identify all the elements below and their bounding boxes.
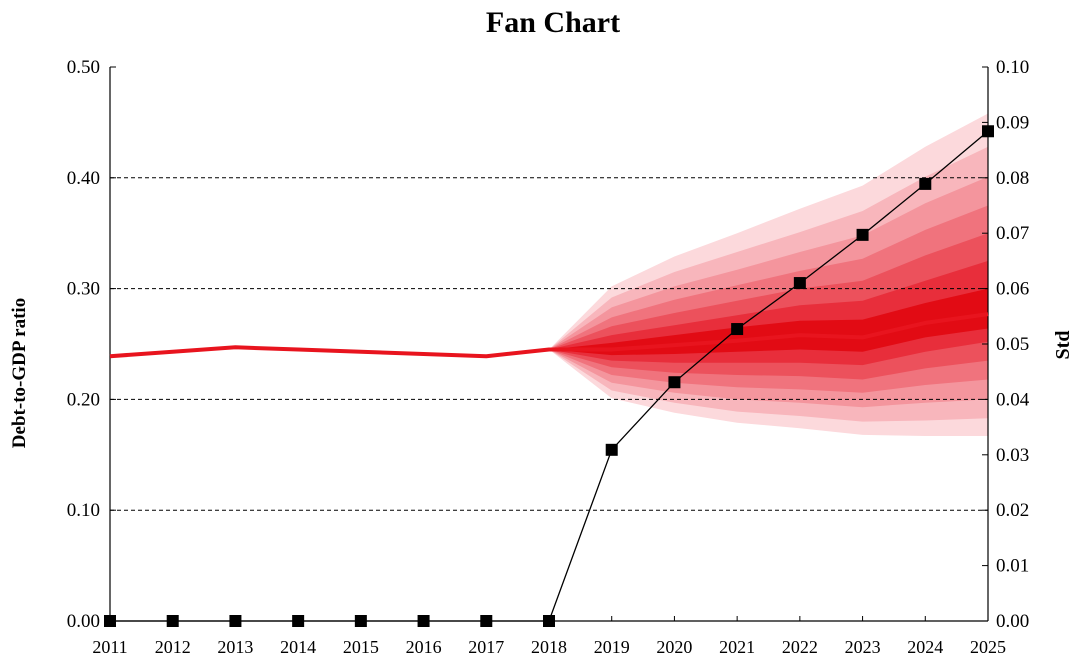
tick-labels: 0.00 0.10 0.20 0.30 0.40 0.50 0.00 0.01 0.02 0.03… [67, 57, 1030, 657]
y-right-tick-label: 0.08 [996, 168, 1029, 189]
x-tick-label: 2020 [656, 637, 692, 657]
y-tick-label: 0.10 [67, 500, 100, 521]
std-marker [229, 615, 242, 627]
y-axis-right-label: Std [1052, 331, 1074, 360]
std-marker [543, 615, 555, 627]
y-right-tick-label: 0.05 [996, 334, 1029, 355]
x-tick-label: 2024 [907, 637, 943, 657]
y-right-tick-label: 0.04 [996, 389, 1030, 410]
x-tick-label: 2025 [970, 637, 1006, 657]
y-right-tick-label: 0.03 [996, 445, 1029, 466]
fan-bands [549, 113, 988, 436]
y-right-tick-label: 0.02 [996, 500, 1029, 521]
x-tick-label: 2023 [845, 637, 881, 657]
y-tick-label: 0.20 [67, 389, 100, 410]
x-tick-label: 2015 [343, 637, 379, 657]
std-marker [104, 615, 116, 627]
series-lines [104, 125, 994, 627]
y-right-tick-label: 0.07 [996, 223, 1029, 244]
x-tick-label: 2014 [280, 637, 316, 657]
x-tick-label: 2019 [594, 637, 630, 657]
fan-band-7 [549, 288, 988, 356]
std-marker [731, 323, 744, 336]
chart-title: Fan Chart [486, 6, 620, 39]
std-marker [417, 615, 430, 627]
y-tick-label: 0.00 [67, 611, 100, 632]
x-tick-label: 2017 [468, 637, 504, 657]
y-right-tick-label: 0.06 [996, 279, 1029, 300]
x-tick-label: 2013 [217, 637, 253, 657]
y-axis-label: Debt-to-GDP ratio [9, 298, 30, 448]
std-marker [166, 615, 179, 627]
x-tick-label: 2011 [92, 637, 127, 657]
x-tick-label: 2012 [155, 637, 191, 657]
median-line [109, 312, 989, 359]
y-right-tick-label: 0.00 [996, 611, 1029, 632]
std-marker [292, 615, 305, 627]
x-tick-label: 2022 [782, 637, 818, 657]
y-right-tick-label: 0.09 [996, 112, 1029, 133]
std-marker [793, 277, 806, 290]
std-marker [480, 615, 493, 627]
x-tick-label: 2018 [531, 637, 567, 657]
y-tick-label: 0.50 [67, 57, 100, 78]
std-marker [354, 615, 367, 627]
x-tick-label: 2016 [406, 637, 442, 657]
std-marker [668, 376, 681, 389]
std-marker [919, 177, 932, 190]
y-right-tick-label: 0.10 [996, 57, 1029, 78]
gridlines [110, 177, 988, 511]
y-tick-label: 0.30 [67, 279, 100, 300]
std-marker [982, 125, 994, 138]
y-right-tick-label: 0.01 [996, 556, 1029, 577]
y-tick-label: 0.40 [67, 168, 100, 189]
std-marker [605, 443, 618, 456]
x-tick-label: 2021 [719, 637, 755, 657]
std-marker [856, 228, 869, 241]
